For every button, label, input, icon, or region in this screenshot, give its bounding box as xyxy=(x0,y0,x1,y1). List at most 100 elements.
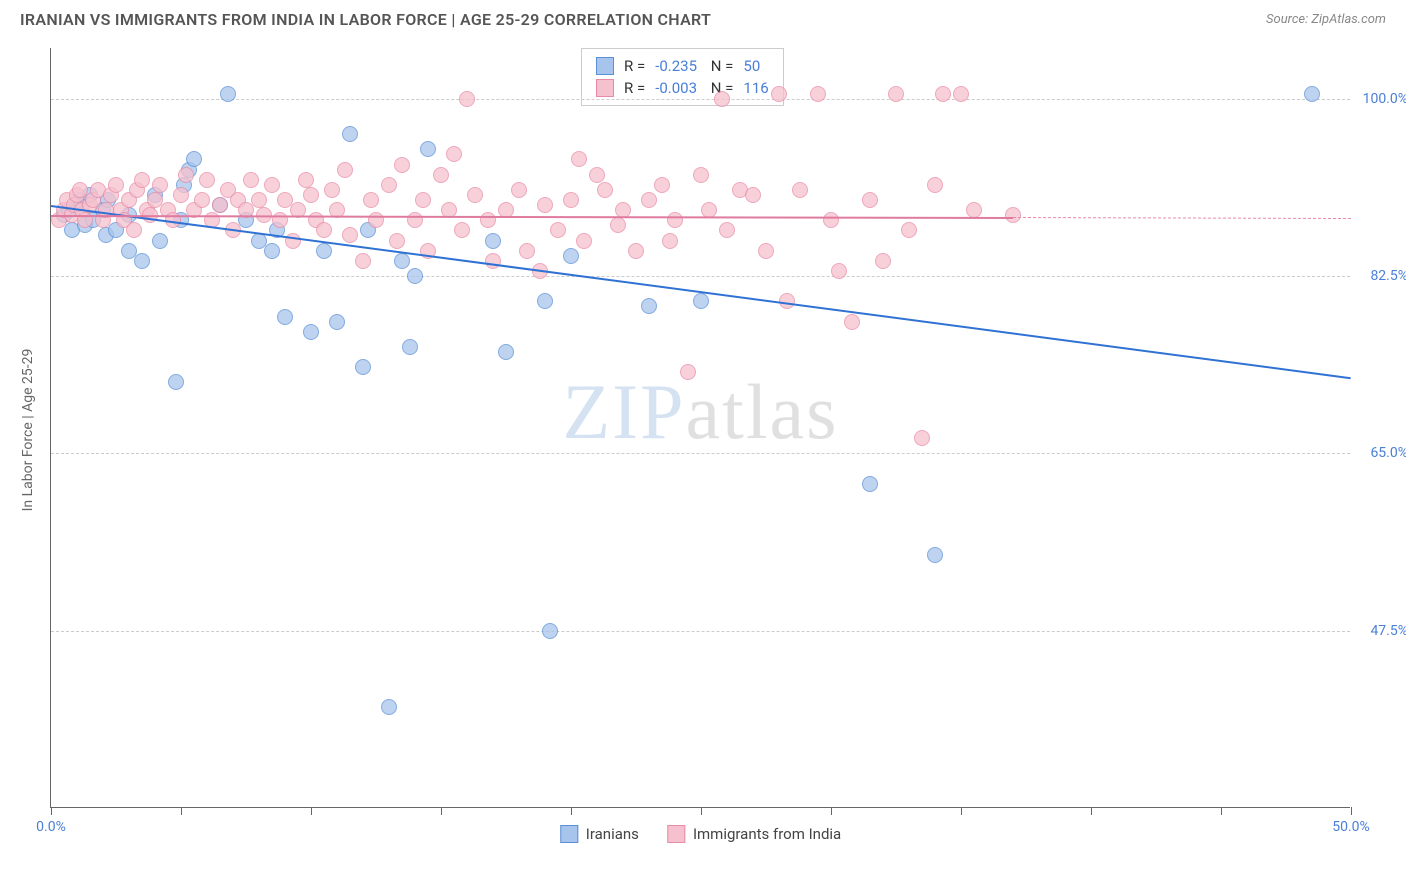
data-point xyxy=(875,253,891,269)
data-point xyxy=(298,172,314,188)
data-point xyxy=(714,91,730,107)
gridline xyxy=(51,276,1350,277)
legend-swatch-india xyxy=(667,825,685,843)
data-point xyxy=(389,233,405,249)
watermark: ZIPatlas xyxy=(563,367,839,457)
x-tick xyxy=(571,807,572,815)
data-point xyxy=(680,364,696,380)
data-point xyxy=(467,187,483,203)
data-point xyxy=(597,182,613,198)
data-point xyxy=(831,263,847,279)
data-point xyxy=(550,222,566,238)
data-point xyxy=(537,293,553,309)
data-point xyxy=(220,86,236,102)
data-point xyxy=(394,157,410,173)
data-point xyxy=(355,359,371,375)
data-point xyxy=(792,182,808,198)
data-point xyxy=(264,177,280,193)
data-point xyxy=(589,167,605,183)
n-value-india: 116 xyxy=(743,79,768,97)
trend-line xyxy=(51,205,1351,379)
data-point xyxy=(485,233,501,249)
data-point xyxy=(264,243,280,259)
data-point xyxy=(337,162,353,178)
x-tick-label: 0.0% xyxy=(36,819,66,835)
data-point xyxy=(355,253,371,269)
data-point xyxy=(844,314,860,330)
data-point xyxy=(641,192,657,208)
x-tick xyxy=(1091,807,1092,815)
stats-row-iranians: R = -0.235 N = 50 xyxy=(596,55,769,77)
x-tick xyxy=(1221,807,1222,815)
gridline xyxy=(51,631,1350,632)
data-point xyxy=(745,187,761,203)
data-point xyxy=(446,146,462,162)
legend-item-iranians: Iranians xyxy=(560,825,639,843)
y-tick-label: 82.5% xyxy=(1353,268,1406,284)
data-point xyxy=(771,86,787,102)
data-point xyxy=(628,243,644,259)
data-point xyxy=(329,314,345,330)
x-tick xyxy=(441,807,442,815)
data-point xyxy=(693,167,709,183)
data-point xyxy=(662,233,678,249)
data-point xyxy=(342,227,358,243)
legend-label-india: Immigrants from India xyxy=(693,825,841,843)
swatch-india xyxy=(596,79,614,97)
legend-item-india: Immigrants from India xyxy=(667,825,841,843)
r-value-india: -0.003 xyxy=(655,79,697,97)
data-point xyxy=(571,151,587,167)
data-point xyxy=(542,623,558,639)
swatch-iranians xyxy=(596,57,614,75)
data-point xyxy=(563,192,579,208)
data-point xyxy=(810,86,826,102)
trend-line xyxy=(1013,217,1351,219)
data-point xyxy=(134,172,150,188)
data-point xyxy=(610,217,626,233)
data-point xyxy=(459,91,475,107)
data-point xyxy=(186,151,202,167)
data-point xyxy=(1005,207,1021,223)
stats-legend: R = -0.235 N = 50 R = -0.003 N = 116 xyxy=(581,48,784,106)
n-value-iranians: 50 xyxy=(743,57,760,75)
legend-label-iranians: Iranians xyxy=(586,825,639,843)
data-point xyxy=(511,182,527,198)
data-point xyxy=(108,177,124,193)
trend-line xyxy=(51,215,1013,219)
data-point xyxy=(126,222,142,238)
data-point xyxy=(454,222,470,238)
data-point xyxy=(862,192,878,208)
x-tick xyxy=(961,807,962,815)
data-point xyxy=(927,177,943,193)
data-point xyxy=(420,141,436,157)
data-point xyxy=(914,430,930,446)
data-point xyxy=(901,222,917,238)
legend: Iranians Immigrants from India xyxy=(560,825,841,843)
data-point xyxy=(285,233,301,249)
data-point xyxy=(194,192,210,208)
data-point xyxy=(152,177,168,193)
data-point xyxy=(407,212,423,228)
scatter-chart: ZIPatlas R = -0.235 N = 50 R = -0.003 N … xyxy=(50,48,1350,808)
data-point xyxy=(152,233,168,249)
x-tick xyxy=(1351,807,1352,815)
data-point xyxy=(719,222,735,238)
data-point xyxy=(953,86,969,102)
data-point xyxy=(576,233,592,249)
data-point xyxy=(381,699,397,715)
x-tick xyxy=(181,807,182,815)
x-tick xyxy=(311,807,312,815)
data-point xyxy=(654,177,670,193)
data-point xyxy=(277,309,293,325)
data-point xyxy=(212,197,228,213)
data-point xyxy=(363,192,379,208)
data-point xyxy=(519,243,535,259)
data-point xyxy=(758,243,774,259)
stats-row-india: R = -0.003 N = 116 xyxy=(596,77,769,99)
x-tick xyxy=(51,807,52,815)
data-point xyxy=(537,197,553,213)
x-tick xyxy=(831,807,832,815)
r-value-iranians: -0.235 xyxy=(655,57,697,75)
data-point xyxy=(368,212,384,228)
chart-title: IRANIAN VS IMMIGRANTS FROM INDIA IN LABO… xyxy=(20,10,711,29)
